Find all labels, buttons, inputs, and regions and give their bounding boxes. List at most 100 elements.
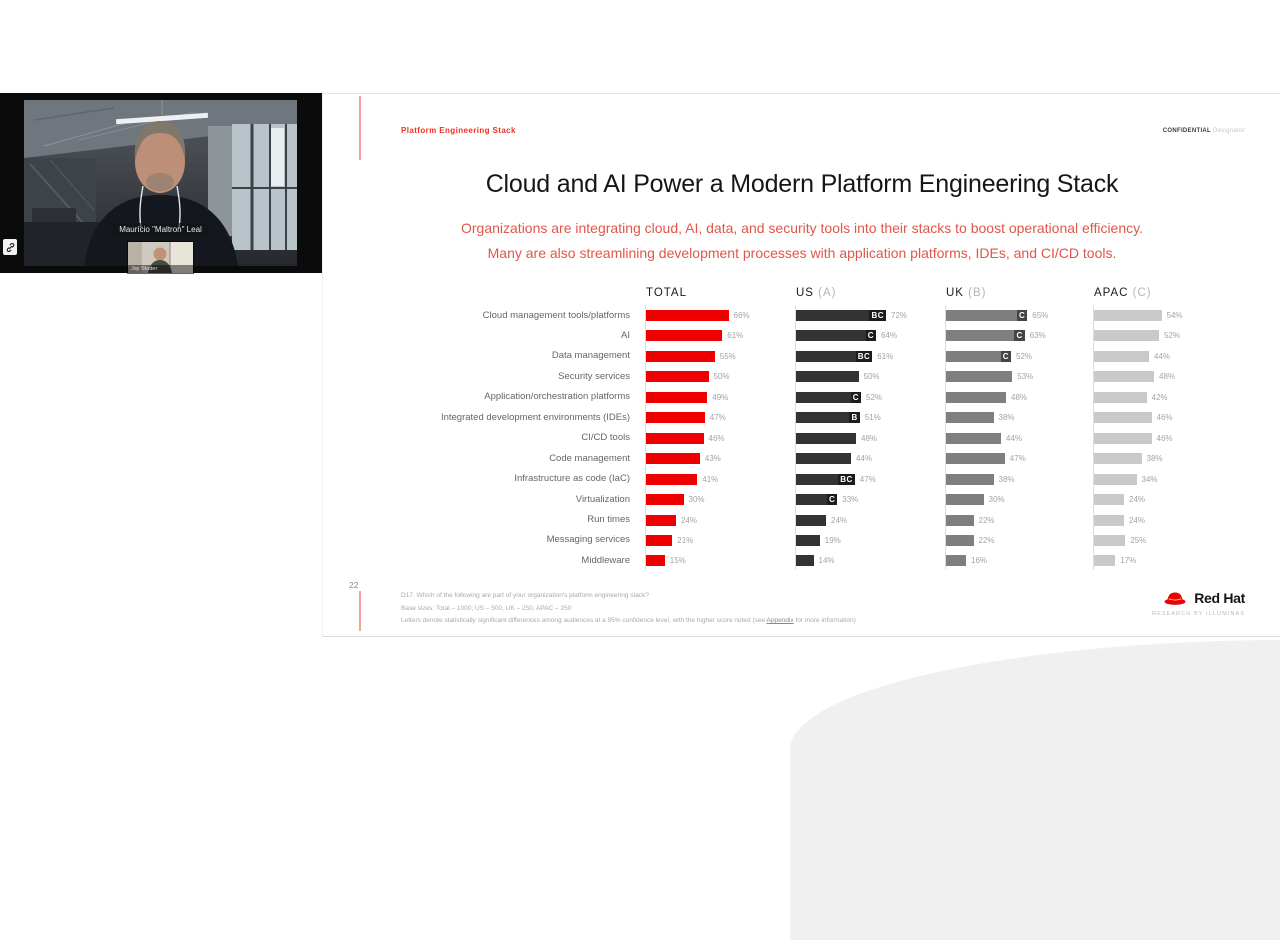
series-group-letter: (A) xyxy=(813,287,837,299)
office-scene-image xyxy=(24,100,297,266)
bar-uk xyxy=(946,371,1013,383)
bar-value: 46% xyxy=(1156,413,1173,423)
series-header-total: TOTAL xyxy=(646,287,687,299)
bar-total xyxy=(646,555,665,567)
series-header-apac: APAC (C) xyxy=(1094,287,1152,299)
category-label: Messaging services xyxy=(546,534,630,546)
slide-title: Cloud and AI Power a Modern Platform Eng… xyxy=(485,170,1119,198)
bar-value: 52% xyxy=(866,392,883,402)
bar-value: 44% xyxy=(856,454,873,464)
bar-us xyxy=(796,514,826,526)
bar-value: 44% xyxy=(1006,433,1023,443)
bar-total xyxy=(646,534,673,546)
bar-value: 46% xyxy=(1156,433,1173,443)
bar-value: 38% xyxy=(998,474,1015,484)
bar-uk: C xyxy=(946,350,1011,362)
bar-apac xyxy=(1094,514,1124,526)
designator-label: Designator xyxy=(1212,128,1245,134)
confidential-label: CONFIDENTIAL xyxy=(1162,128,1212,134)
bar-value: 34% xyxy=(1141,474,1158,484)
bar-total xyxy=(646,350,715,362)
significance-letters: B xyxy=(849,412,860,424)
bar-apac xyxy=(1094,432,1152,444)
bar-value: 61% xyxy=(877,351,894,361)
category-label: Infrastructure as code (IaC) xyxy=(514,473,630,485)
bar-uk xyxy=(946,555,966,567)
bar-value: 42% xyxy=(1151,392,1168,402)
series-header-uk: UK (B) xyxy=(946,287,987,299)
significance-letters: C xyxy=(1000,350,1011,362)
bar-value: 16% xyxy=(971,556,988,566)
bar-value: 30% xyxy=(988,495,1005,505)
bar-apac xyxy=(1094,412,1152,424)
bar-value: 33% xyxy=(842,495,859,505)
bar-value: 19% xyxy=(824,535,841,545)
bar-value: 53% xyxy=(1017,372,1034,382)
series-group-letter: (B) xyxy=(963,287,987,299)
bar-value: 38% xyxy=(1146,454,1163,464)
brand-block: Red Hat RESEARCH BY ILLUMINAS xyxy=(1152,589,1245,617)
bar-uk xyxy=(946,432,1001,444)
bar-us: C xyxy=(796,391,861,403)
bar-value: 38% xyxy=(998,413,1015,423)
bar-us: BC xyxy=(796,310,886,321)
shared-slide: Platform Engineering Stack CONFIDENTIAL … xyxy=(322,93,1280,637)
header-red-rule xyxy=(359,96,361,160)
bar-chart: TOTAL US (A) UK (B) APAC (C) Cloud managemen… xyxy=(323,286,1280,586)
participant-video[interactable]: Maurício "Maltron" Leal xyxy=(24,100,297,266)
subtitle-line-2: Many are also streamlining development p… xyxy=(487,245,1117,261)
video-call-thumbnail[interactable]: Maurício "Maltron" Leal Jay Studer xyxy=(0,93,322,273)
participant-name-label: Maurício "Maltron" Leal xyxy=(112,223,209,236)
bar-value: 65% xyxy=(1032,311,1049,320)
bar-uk xyxy=(946,453,1005,465)
bar-uk: C xyxy=(946,330,1025,342)
bar-value: 52% xyxy=(1016,351,1033,361)
bar-total xyxy=(646,330,723,342)
series-name: APAC xyxy=(1094,287,1129,299)
bar-value: 24% xyxy=(1129,515,1146,525)
significance-letters: C xyxy=(850,391,861,403)
significance-letters: BC xyxy=(855,350,873,362)
significance-letters: C xyxy=(826,494,838,506)
bar-value: 43% xyxy=(704,454,721,464)
page-number: 22 xyxy=(349,580,359,590)
bar-uk xyxy=(946,534,974,546)
bar-value: 47% xyxy=(859,474,876,484)
bar-us xyxy=(796,453,851,465)
bar-value: 41% xyxy=(702,474,719,484)
self-view-video[interactable]: Jay Studer xyxy=(128,242,193,273)
bar-apac xyxy=(1094,330,1159,342)
slide-subtitle: Organizations are integrating cloud, AI,… xyxy=(323,216,1280,266)
bar-us: C xyxy=(796,330,876,342)
bar-value: 50% xyxy=(863,372,880,382)
series-header-us: US (A) xyxy=(796,287,837,299)
bar-uk xyxy=(946,514,974,526)
bar-uk xyxy=(946,412,994,424)
category-label: Cloud management tools/platforms xyxy=(482,309,630,321)
appendix-link[interactable]: Appendix xyxy=(766,617,794,624)
significance-letters: C xyxy=(1016,310,1028,321)
link-icon[interactable] xyxy=(3,239,17,255)
bar-apac xyxy=(1094,555,1116,567)
bar-uk xyxy=(946,391,1006,403)
bar-total xyxy=(646,310,729,321)
bar-value: 66% xyxy=(733,311,750,320)
bar-value: 14% xyxy=(818,556,835,566)
category-label: Virtualization xyxy=(575,493,630,505)
bar-value: 51% xyxy=(864,413,881,423)
bar-value: 24% xyxy=(831,515,848,525)
red-hat-logo-icon xyxy=(1164,592,1186,605)
category-label: Code management xyxy=(549,452,630,464)
subtitle-line-1: Organizations are integrating cloud, AI,… xyxy=(461,220,1143,236)
series-group-letter: (C) xyxy=(1128,287,1152,299)
bar-total xyxy=(646,514,676,526)
bar-value: 24% xyxy=(681,515,698,525)
bar-value: 61% xyxy=(727,331,744,341)
background-curve xyxy=(790,640,1280,940)
bar-value: 63% xyxy=(1029,331,1046,341)
axis-line xyxy=(1093,305,1094,570)
category-label: Run times xyxy=(587,514,630,525)
bar-uk: C xyxy=(946,310,1028,321)
bar-value: 22% xyxy=(978,535,995,545)
series-name: UK xyxy=(946,287,964,299)
